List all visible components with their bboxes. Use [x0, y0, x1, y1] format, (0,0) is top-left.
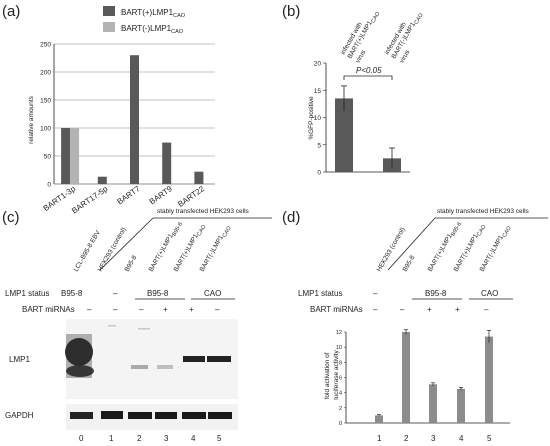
- chart-b-ytick: 10: [314, 115, 322, 122]
- chart-d-category: 1: [377, 434, 382, 443]
- significance-label: P<0.05: [356, 66, 382, 75]
- panel-a-label: (a): [2, 3, 20, 20]
- d-mirna-label: BART miRNAs: [310, 305, 363, 314]
- chart-a-ytick: 250: [40, 42, 51, 49]
- d-lmp1-status-group-b95: B95-8: [425, 289, 447, 298]
- mirna-lane3: +: [163, 305, 168, 314]
- chart-b-cat-1: infected with BART(+)LMP1CAO virus: [340, 4, 389, 65]
- chart-a-bar: [194, 171, 204, 184]
- chart-a-bar: [130, 55, 139, 185]
- chart-b: %GFP-positive 0 5 10 15 20 infected with BAR…: [308, 4, 432, 177]
- chart-d-category: 3: [431, 434, 436, 443]
- chart-d-bar: [429, 384, 437, 423]
- mirna-lane0: –: [87, 305, 92, 314]
- chart-b-ytick: 15: [314, 88, 322, 95]
- chart-b-ylabel: %GFP-positive: [308, 96, 315, 140]
- chart-a-bar: [162, 142, 172, 184]
- chart-a-bar: [61, 128, 71, 184]
- lmp1-status-lane1: –: [113, 289, 118, 298]
- chart-a-category: BART7: [115, 184, 142, 206]
- lane-number-5: 5: [217, 434, 222, 443]
- chart-d-bar: [402, 332, 410, 423]
- chart-d-bar: [375, 415, 383, 423]
- lane-number-4: 4: [191, 434, 196, 443]
- blot-lane-numbers: 0 1 2 3 4 5: [79, 434, 222, 443]
- chart-b-ytick: 0: [317, 170, 321, 177]
- chart-d: fold activation of luciferase activity 0…: [324, 329, 510, 443]
- mirna-label: BART miRNAs: [22, 305, 75, 314]
- chart-b-bar: [335, 98, 353, 172]
- d-mirna-lane4: +: [455, 305, 460, 314]
- blot-header: stably transfected HEK293 cells: [99, 208, 272, 271]
- chart-a-category: BART22: [176, 184, 206, 209]
- blot-header-text: stably transfected HEK293 cells: [157, 208, 250, 215]
- d-lane-label-2: B95-8: [402, 254, 417, 273]
- chart-a-ylabel: relative amounts: [28, 95, 35, 143]
- chart-d-ytick: 8: [339, 360, 342, 366]
- chart-d-category: 4: [459, 434, 464, 443]
- legend-swatch-bart-plus: [103, 6, 115, 16]
- band-label-lmp1: LMP1: [9, 355, 30, 364]
- chart-b-cat-2: infected with BART(-)LMP1CAO virus: [384, 5, 432, 64]
- chart-a-ytick: 0: [47, 182, 51, 189]
- d-lmp1-status-group-cao: CAO: [481, 289, 498, 298]
- chart-d-category: 2: [404, 434, 409, 443]
- chart-a-ytick: 50: [44, 154, 52, 161]
- lmp1-status-label: LMP1 status: [5, 289, 49, 298]
- blot-gapdh: [66, 404, 238, 430]
- chart-a-bar: [97, 176, 107, 184]
- mirna-lane1: –: [113, 305, 118, 314]
- legend-swatch-bart-minus: [103, 22, 115, 32]
- d-mirna-lane5: –: [484, 305, 489, 314]
- lane-number-2: 2: [137, 434, 142, 443]
- legend-bart-plus: BART(+)LMP1CAO: [121, 8, 186, 19]
- chart-a-ytick: 200: [40, 70, 51, 77]
- chart-d-ytick: 2: [339, 406, 342, 412]
- blot-lmp1: [65, 319, 238, 399]
- chart-a-bar: [70, 128, 80, 184]
- lane-number-0: 0: [79, 434, 84, 443]
- chart-d-bar: [485, 336, 493, 423]
- chart-a-ytick: 150: [40, 98, 51, 105]
- d-mirna-lane1: –: [373, 305, 378, 314]
- panel-d-label: (d): [282, 209, 300, 226]
- panel-c-label: (c): [2, 209, 20, 226]
- mirna-lane2: –: [139, 305, 144, 314]
- chart-b-ytick: 5: [317, 142, 321, 149]
- chart-d-ylabel: fold activation of luciferase activity: [324, 350, 340, 400]
- lane-number-3: 3: [164, 434, 169, 443]
- d-header-text: stably transfected HEK293 cells: [437, 208, 530, 215]
- chart-a-category: BART9: [148, 184, 175, 206]
- d-lmp1-status-label: LMP1 status: [298, 289, 342, 298]
- chart-d-ytick: 0: [339, 421, 342, 427]
- chart-d-bar: [457, 388, 465, 423]
- chart-d-ytick: 12: [336, 330, 342, 336]
- chart-d-ytick: 10: [336, 345, 342, 351]
- lmp1-status-group-cao: CAO: [204, 289, 221, 298]
- chart-d-ytick: 6: [339, 376, 342, 382]
- chart-a-category: BART17-5p: [70, 184, 110, 216]
- d-mirna-lane3: +: [427, 305, 432, 314]
- d-lane-labels: HEK293 (control) B95-8 BART(+)LMP1B95-8 …: [376, 222, 513, 273]
- mirna-lane5: –: [215, 305, 220, 314]
- d-header: stably transfected HEK293 cells: [387, 208, 548, 271]
- chart-a-ytick: 100: [40, 126, 51, 133]
- significance-bracket: [343, 75, 393, 80]
- legend-bart-minus: BART(-)LMP1CAO: [121, 24, 184, 35]
- d-mirna-lane2: –: [400, 305, 405, 314]
- lmp1-status-lane0: B95-8: [61, 289, 83, 298]
- lane-label-2: B95-8: [124, 254, 139, 273]
- lane-number-1: 1: [109, 434, 114, 443]
- chart-d-category: 5: [487, 434, 492, 443]
- blot-lane-labels: LCL-B95-8 EBV HEK293 (control) B95-8 BAR…: [73, 222, 233, 273]
- mirna-lane4: +: [189, 305, 194, 314]
- d-lmp1-status-lane1: –: [373, 289, 378, 298]
- chart-b-ytick: 20: [314, 61, 322, 68]
- panel-b-label: (b): [282, 3, 300, 20]
- lmp1-status-group-b95: B95-8: [147, 289, 169, 298]
- chart-d-ytick: 4: [339, 391, 342, 397]
- band-label-gapdh: GAPDH: [5, 411, 34, 420]
